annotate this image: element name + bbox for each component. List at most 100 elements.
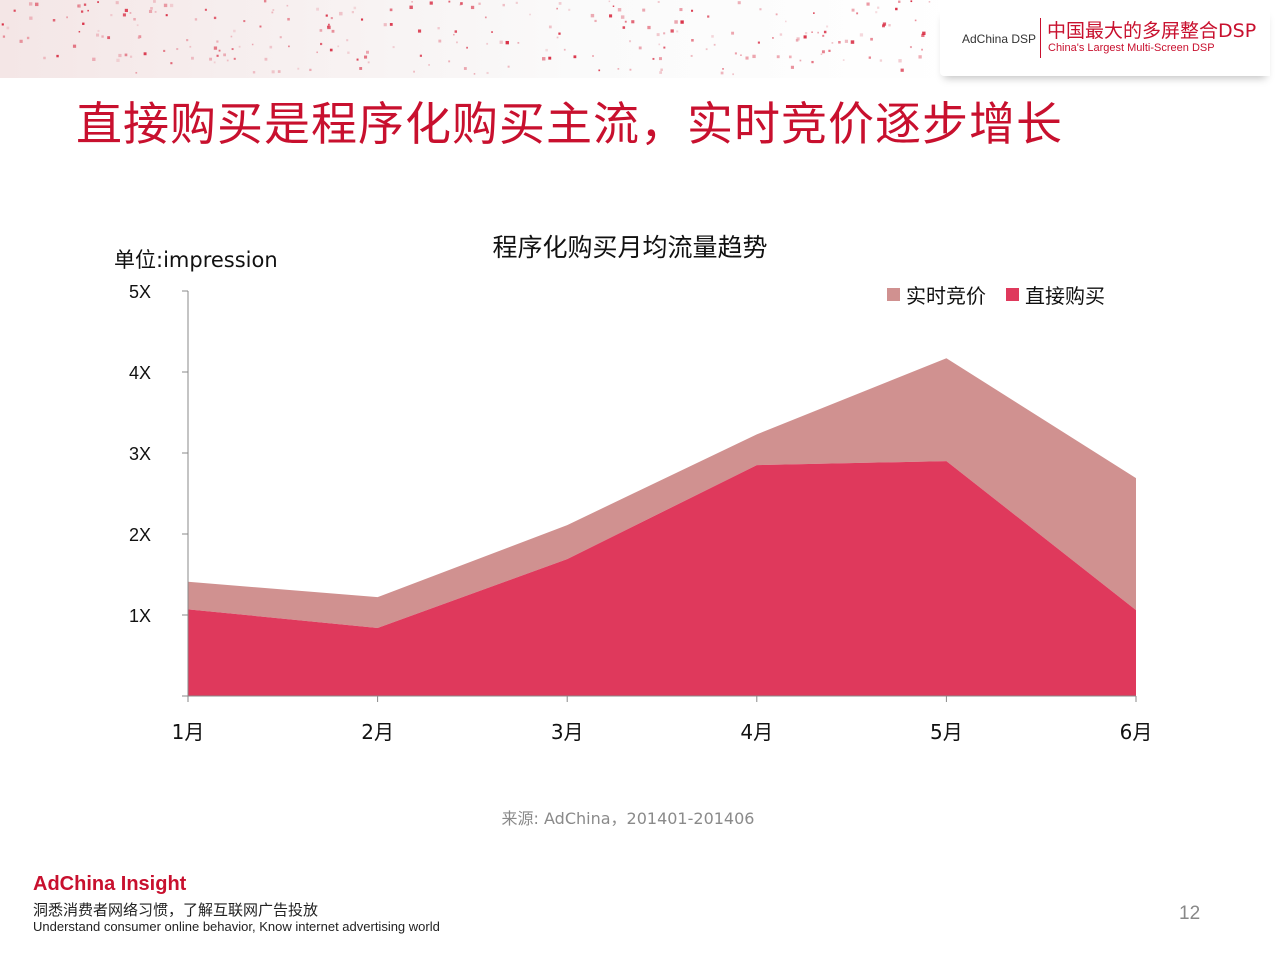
header-dot <box>259 25 262 28</box>
header-dot <box>821 50 825 54</box>
header-dot <box>78 30 81 33</box>
header-dot <box>417 29 422 33</box>
header-dot <box>216 40 219 43</box>
header-dot <box>411 1 413 3</box>
header-dot <box>97 29 100 32</box>
legend-label-direct: 直接购买 <box>1025 284 1105 308</box>
header-dot <box>568 8 571 11</box>
header-dot <box>691 9 694 12</box>
header-dot <box>329 48 333 52</box>
header-dot-pattern <box>1 0 931 76</box>
header-dot <box>337 45 340 48</box>
header-dot <box>92 57 96 61</box>
header-dot <box>271 70 275 74</box>
header-dot <box>592 55 594 57</box>
header-dot <box>6 26 10 30</box>
chart-legend: 实时竞价 直接购买 <box>887 280 1125 309</box>
header-dot <box>631 20 635 24</box>
header-dot <box>659 71 663 74</box>
header-dot <box>720 71 724 75</box>
header-dot <box>705 48 708 51</box>
header-dot <box>822 34 825 37</box>
legend-swatch-direct <box>1006 288 1019 301</box>
header-dot <box>360 18 364 21</box>
header-dot <box>153 0 156 3</box>
header-dot <box>486 42 489 45</box>
header-dot <box>72 44 77 48</box>
header-dot <box>107 36 111 40</box>
header-dot <box>638 46 642 50</box>
header-dot <box>898 0 901 3</box>
header-dot <box>19 39 23 43</box>
header-dot <box>213 61 216 64</box>
header-dot <box>882 24 885 28</box>
header-dot <box>13 9 16 12</box>
header-dot <box>309 68 312 72</box>
header-dot <box>548 56 552 60</box>
y-tick-label: 2X <box>129 525 151 545</box>
header-dot <box>437 27 440 30</box>
header-dot <box>658 57 662 61</box>
brand-divider <box>1040 18 1041 58</box>
header-dot <box>732 73 735 76</box>
header-dot <box>56 54 59 58</box>
footer-tagline-cn: 洞悉消费者网络习惯，了解互联网广告投放 <box>33 901 319 919</box>
header-dot <box>803 35 807 39</box>
header-dot <box>28 2 33 6</box>
header-dot <box>353 6 357 10</box>
legend-swatch-rtb <box>887 288 900 301</box>
header-dot <box>238 45 241 48</box>
header-dot <box>124 8 128 13</box>
header-dot <box>191 56 194 60</box>
x-tick-label: 3月 <box>551 720 584 744</box>
header-dot <box>264 57 268 61</box>
header-dot <box>351 11 354 14</box>
header-dot <box>43 56 46 60</box>
header-dot <box>466 46 468 49</box>
header-dot <box>779 33 783 36</box>
header-dot <box>148 9 153 14</box>
header-dot <box>319 29 323 32</box>
header-dot <box>541 57 546 61</box>
header-dot <box>456 41 458 44</box>
header-dot <box>622 26 626 29</box>
header-dot <box>922 31 926 36</box>
header-dot <box>392 46 395 49</box>
header-dot <box>658 43 661 46</box>
header-dot <box>663 46 666 49</box>
header-dot <box>612 5 615 8</box>
header-dot <box>558 32 561 35</box>
header-dot <box>478 2 481 5</box>
header-dot <box>558 2 562 5</box>
header-dot <box>448 0 451 3</box>
header-dot <box>364 55 368 59</box>
area-series-direct <box>188 461 1136 696</box>
header-dot <box>116 58 120 62</box>
header-dot <box>691 39 694 42</box>
header-dot <box>186 39 189 42</box>
header-dot <box>799 59 802 62</box>
brand-slogan-en: China's Largest Multi-Screen DSP <box>1048 42 1215 54</box>
area-series-rtb <box>188 358 1136 628</box>
header-dot <box>233 29 236 33</box>
header-dot <box>868 56 871 59</box>
header-dot <box>263 0 267 3</box>
header-dot <box>910 0 913 3</box>
header-dot <box>272 9 275 11</box>
header-dot <box>499 40 503 44</box>
header-dot <box>928 1 931 3</box>
header-dot <box>271 11 274 14</box>
chart-title: 程序化购买月均流量趋势 <box>492 233 768 262</box>
source-note: 来源: AdChina，201401-201406 <box>501 809 755 828</box>
header-dot <box>136 24 139 27</box>
header-dot <box>453 33 455 36</box>
header-dot <box>366 50 369 54</box>
header-dot <box>124 53 128 57</box>
header-dot <box>251 43 254 46</box>
header-dot <box>757 41 760 44</box>
header-dot <box>898 59 902 63</box>
header-dot <box>652 57 655 60</box>
legend-item-direct: 直接购买 <box>1006 280 1105 309</box>
header-dot <box>137 36 140 39</box>
header-dot <box>87 9 89 12</box>
